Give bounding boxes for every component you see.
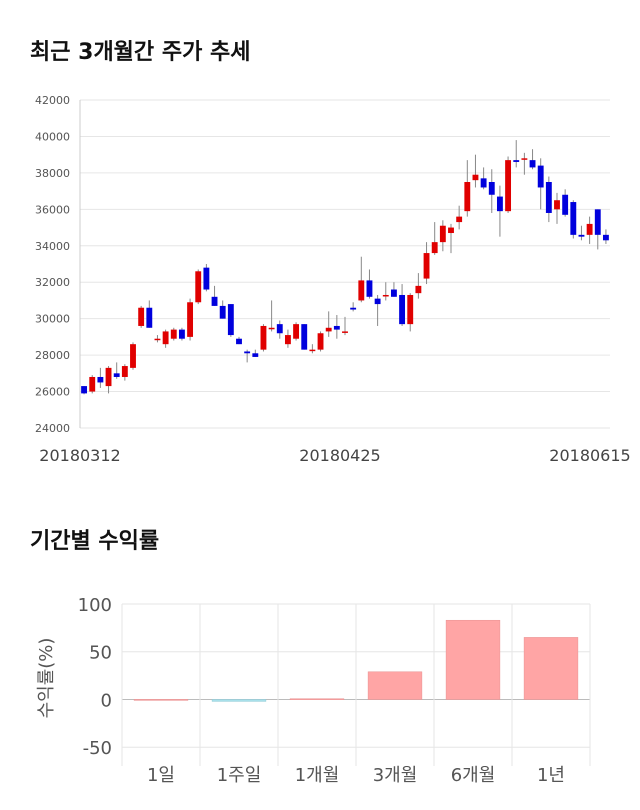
candle-up [195, 271, 202, 303]
x-tick-label: 1년 [537, 765, 565, 786]
stock-trend-title: 최근 3개월간 주가 추세 [30, 40, 251, 65]
x-tick-label: 20180425 [299, 446, 380, 465]
y-tick-label: 40000 [35, 130, 70, 143]
y-tick-label: 24000 [35, 422, 70, 435]
candle-down [81, 386, 88, 394]
candle-up [317, 333, 324, 350]
candle-down [399, 294, 406, 325]
candle-up [464, 182, 471, 212]
candle-down [146, 307, 153, 328]
candle-down [562, 194, 569, 215]
x-tick-label: 1일 [147, 765, 175, 786]
return-bar [445, 619, 501, 700]
candle-up [448, 227, 454, 234]
candle-up [382, 294, 389, 297]
candle-up [521, 158, 528, 160]
candle-down [113, 373, 120, 377]
candle-up [89, 376, 96, 392]
y-tick-label: 30000 [35, 313, 70, 326]
candle-down [333, 325, 340, 330]
candle-up [309, 349, 316, 352]
candle-up [170, 329, 177, 339]
candle-down [488, 182, 495, 195]
candle-up [105, 367, 112, 387]
candle-down [276, 324, 283, 334]
candle-down [227, 304, 234, 336]
candle-down [602, 234, 609, 241]
candle-up [586, 223, 593, 235]
candle-up [268, 327, 275, 330]
candle-down [374, 298, 381, 305]
candle-up [456, 216, 463, 223]
y-tick-label: 28000 [35, 349, 70, 362]
candle-down [97, 376, 104, 383]
candle-up [130, 344, 136, 368]
candle-up [472, 174, 479, 181]
x-tick-label: 1주일 [217, 765, 262, 786]
candle-down [480, 178, 487, 188]
return-bar [211, 699, 267, 702]
candle-up [293, 324, 300, 339]
candle-up [554, 200, 560, 210]
candle-up [162, 331, 169, 345]
candle-down [366, 280, 373, 297]
candle-down [570, 202, 577, 235]
return-bar [133, 699, 189, 701]
return-bar [289, 698, 345, 700]
y-tick-label: 36000 [35, 203, 70, 216]
candle-up [154, 338, 161, 341]
candle-down [390, 289, 397, 297]
candle-up [187, 302, 194, 337]
candle-up [121, 366, 128, 377]
x-tick-label: 20180615 [549, 446, 630, 465]
candle-down [178, 329, 185, 339]
candle-down [203, 267, 210, 290]
candle-up [423, 253, 430, 279]
candle-down [350, 307, 357, 310]
candle-up [505, 160, 512, 212]
x-tick-label: 1개월 [295, 765, 340, 786]
candle-down [252, 353, 259, 357]
candle-up [260, 325, 267, 350]
x-tick-label: 6개월 [451, 765, 496, 786]
y-tick-label: 38000 [35, 167, 70, 180]
candle-up [407, 294, 414, 325]
candle-down [513, 160, 520, 162]
x-tick-label: 20180312 [39, 446, 120, 465]
return-bar [523, 637, 579, 700]
candle-up [431, 242, 438, 254]
candle-down [594, 209, 601, 235]
candle-down [211, 296, 218, 306]
candle-up [415, 285, 422, 294]
candle-up [325, 327, 332, 332]
y-tick-label: 26000 [35, 386, 70, 399]
candle-down [496, 196, 503, 212]
candle-up [342, 331, 348, 333]
candle-down [529, 160, 536, 168]
y-tick-label: 32000 [35, 276, 70, 289]
candle-up [439, 225, 446, 243]
candle-up [284, 335, 291, 345]
y-tick-label: 50 [89, 643, 112, 664]
y-tick-label: 0 [101, 690, 112, 711]
period-return-title: 기간별 수익률 [30, 529, 160, 554]
candle-up [358, 280, 365, 301]
candlestick-chart: 24000 26000 28000 30000 32000 34000 36000 38000… [35, 94, 631, 465]
y-tick-label: 100 [78, 595, 112, 616]
y-tick-label: -50 [83, 738, 112, 759]
y-tick-label: 42000 [35, 94, 70, 107]
candle-down [545, 182, 552, 213]
candle-down [301, 324, 308, 350]
candle-down [244, 351, 251, 354]
y-axis-label: 수익률(%) [36, 638, 57, 719]
candle-up [138, 307, 145, 326]
candle-down [578, 234, 585, 237]
candle-down [236, 338, 242, 345]
return-bar [367, 671, 423, 700]
candle-down [537, 165, 544, 188]
x-tick-label: 3개월 [373, 765, 418, 786]
candle-down [219, 305, 226, 319]
y-tick-label: 34000 [35, 240, 70, 253]
